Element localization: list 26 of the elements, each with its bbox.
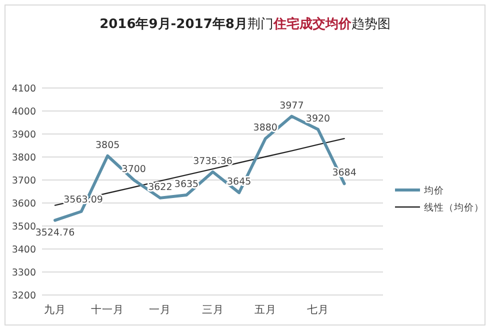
x-tick-label: 十一月 xyxy=(91,303,124,316)
x-tick-label: 五月 xyxy=(254,304,276,316)
y-tick-label: 3300 xyxy=(12,268,36,278)
x-tick-label: 七月 xyxy=(307,303,329,316)
y-tick-label: 3700 xyxy=(12,176,36,186)
data-label: 3735.36 xyxy=(193,156,232,167)
legend-label: 线性（均价） xyxy=(424,202,484,214)
data-label: 3622 xyxy=(148,182,172,193)
x-tick-label: 三月 xyxy=(202,304,224,316)
chart-title: 2016年9月-2017年8月荆门住宅成交均价趋势图 xyxy=(100,16,390,32)
y-tick-label: 3600 xyxy=(12,198,36,210)
legend-label: 均价 xyxy=(423,184,444,196)
x-tick-label: 九月 xyxy=(44,303,66,316)
data-label: 3920 xyxy=(306,113,330,124)
y-tick-label: 3500 xyxy=(12,222,36,232)
y-tick-label: 3400 xyxy=(12,244,36,256)
data-label: 3977 xyxy=(280,100,304,112)
data-label: 3880 xyxy=(253,122,278,134)
y-tick-label: 4100 xyxy=(12,84,36,94)
y-tick-label: 4000 xyxy=(12,106,36,118)
data-label: 3524.76 xyxy=(35,227,75,238)
data-label: 3805 xyxy=(96,140,120,151)
y-tick-label: 3900 xyxy=(12,130,36,140)
x-tick-label: 一月 xyxy=(149,304,172,316)
y-tick-label: 3200 xyxy=(12,290,36,302)
y-tick-label: 3800 xyxy=(12,152,36,164)
